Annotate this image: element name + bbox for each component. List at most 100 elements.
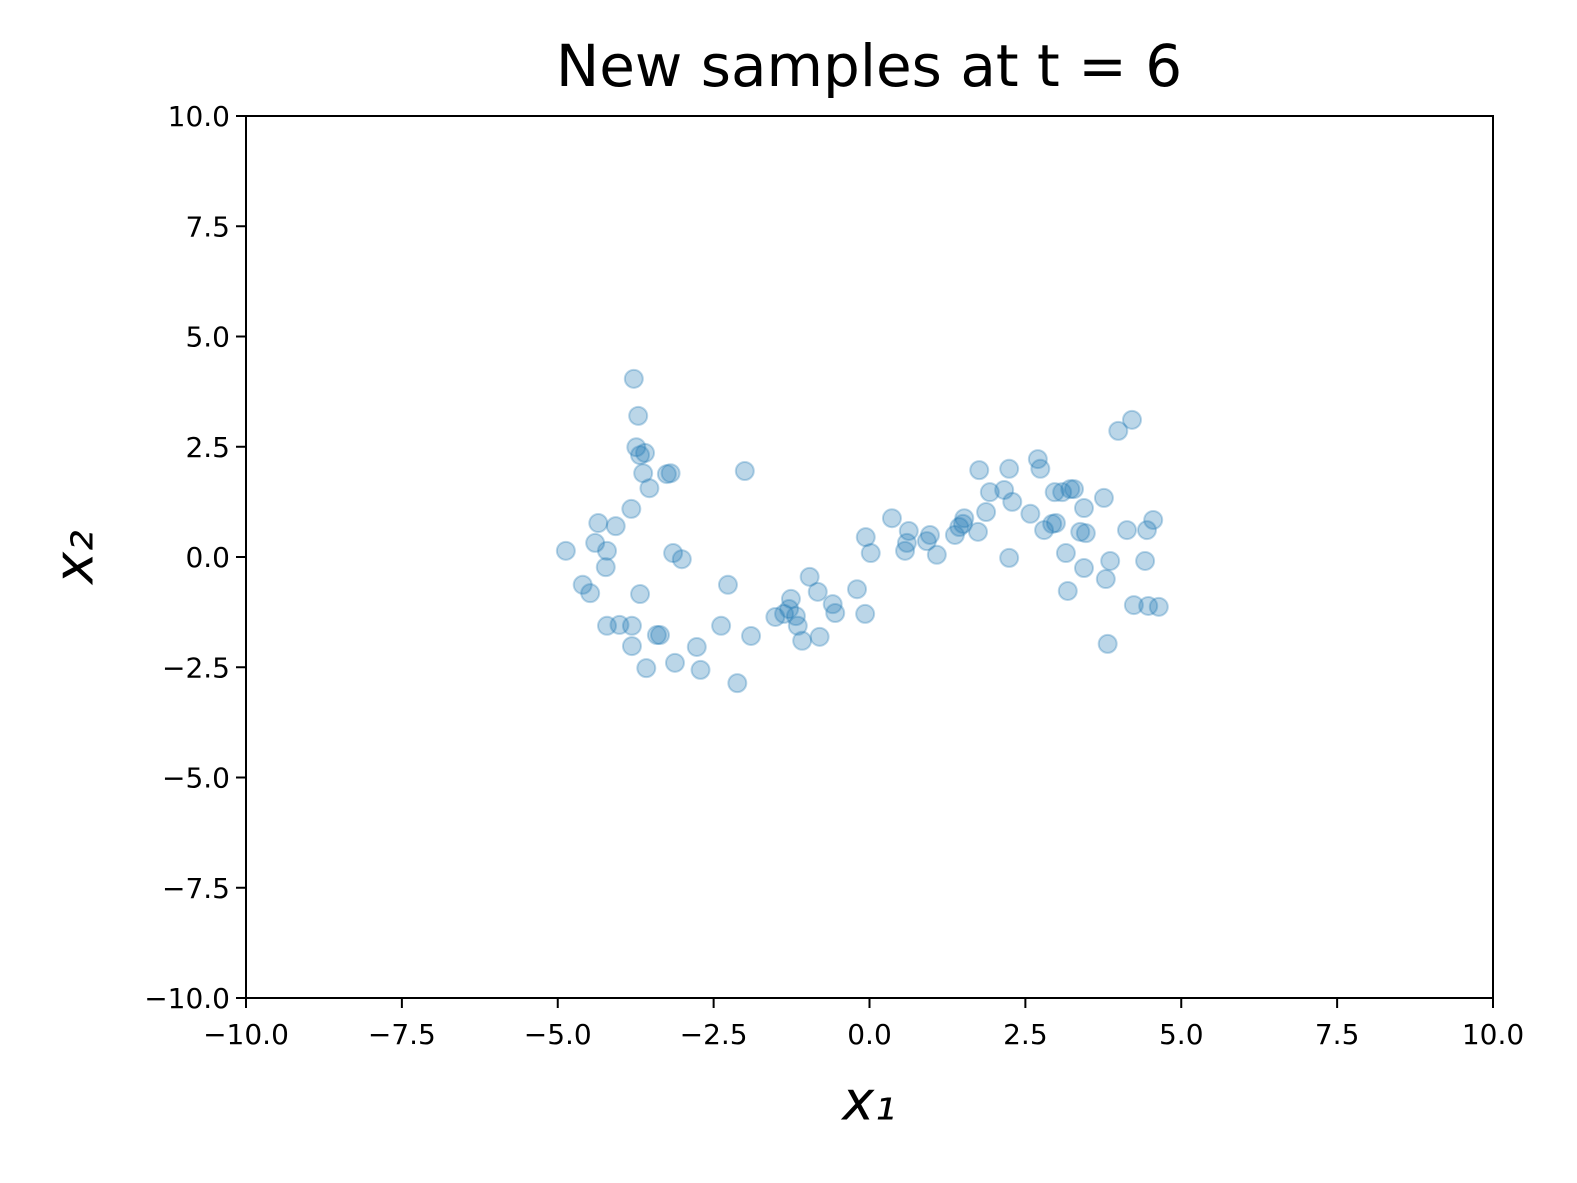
point	[1073, 498, 1094, 519]
point	[1117, 520, 1138, 541]
point	[1042, 513, 1063, 534]
point	[1093, 487, 1114, 508]
point	[621, 498, 642, 519]
y-tick-label: −5.0	[162, 762, 230, 795]
point	[1135, 550, 1156, 571]
x-tick-label: 10.0	[1462, 1018, 1524, 1051]
point	[765, 606, 786, 627]
point	[588, 513, 609, 534]
point	[671, 549, 692, 570]
x-tick-label: −5.0	[524, 1018, 592, 1051]
x-axis-label: x₁	[840, 1070, 896, 1133]
point	[855, 527, 876, 548]
point	[635, 442, 656, 463]
point	[630, 445, 651, 466]
point	[597, 615, 618, 636]
point	[1138, 595, 1159, 616]
y-tick-label: 5.0	[185, 321, 230, 354]
point	[1121, 409, 1142, 430]
y-tick-label: 0.0	[185, 541, 230, 574]
point	[916, 531, 937, 552]
point	[967, 521, 988, 542]
point	[597, 540, 618, 561]
point	[953, 513, 974, 534]
point	[628, 405, 649, 426]
point	[1123, 595, 1144, 616]
point	[1060, 479, 1081, 500]
point	[1052, 482, 1073, 503]
x-tick-label: −10.0	[203, 1018, 289, 1051]
point	[609, 614, 630, 635]
chart-title: New samples at t = 6	[556, 32, 1182, 100]
plot-frame	[245, 115, 1494, 999]
point	[1045, 513, 1066, 534]
point	[809, 626, 830, 647]
point	[1070, 521, 1091, 542]
x-tick-label: −2.5	[680, 1018, 748, 1051]
x-tick-label: −7.5	[368, 1018, 436, 1051]
point	[999, 547, 1020, 568]
point	[792, 630, 813, 651]
point	[994, 479, 1015, 500]
point	[650, 625, 671, 646]
y-axis-label: x₂	[43, 530, 106, 586]
point	[639, 478, 660, 499]
point	[660, 463, 681, 484]
point	[630, 584, 651, 605]
point	[664, 652, 685, 673]
point	[555, 540, 576, 561]
point	[1097, 633, 1118, 654]
point	[1030, 458, 1051, 479]
point	[1100, 550, 1121, 571]
point	[860, 543, 881, 564]
point	[825, 603, 846, 624]
y-tick-label: 10.0	[168, 100, 230, 133]
x-tick-label: 7.5	[1315, 1018, 1360, 1051]
point	[949, 517, 970, 538]
point	[919, 524, 940, 545]
point	[895, 540, 916, 561]
point	[717, 574, 738, 595]
point	[1108, 420, 1129, 441]
point	[807, 581, 828, 602]
point	[1064, 479, 1085, 500]
point	[881, 508, 902, 529]
point	[969, 460, 990, 481]
point	[1055, 543, 1076, 564]
y-tick-label: 2.5	[185, 431, 230, 464]
point	[1034, 520, 1055, 541]
point	[580, 583, 601, 604]
point	[944, 524, 965, 545]
point	[1095, 569, 1116, 590]
point	[896, 532, 917, 553]
x-tick-label: 5.0	[1159, 1018, 1204, 1051]
point	[621, 615, 642, 636]
point	[633, 463, 654, 484]
point	[954, 508, 975, 529]
point	[898, 520, 919, 541]
y-tick-label: −2.5	[162, 651, 230, 684]
point	[690, 659, 711, 680]
point	[780, 588, 801, 609]
point	[976, 502, 997, 523]
y-tick-label: 7.5	[185, 210, 230, 243]
point	[1075, 523, 1096, 544]
point	[741, 625, 762, 646]
point	[686, 636, 707, 657]
point	[595, 557, 616, 578]
point	[822, 594, 843, 615]
point	[605, 516, 626, 537]
point	[926, 544, 947, 565]
point	[999, 458, 1020, 479]
point	[623, 368, 644, 389]
point	[785, 606, 806, 627]
point	[1002, 491, 1023, 512]
x-tick-label: 2.5	[1003, 1018, 1048, 1051]
y-tick-label: −7.5	[162, 872, 230, 905]
point	[1148, 596, 1169, 617]
point	[774, 603, 795, 624]
point	[1073, 558, 1094, 579]
point	[847, 579, 868, 600]
point	[1143, 509, 1164, 530]
